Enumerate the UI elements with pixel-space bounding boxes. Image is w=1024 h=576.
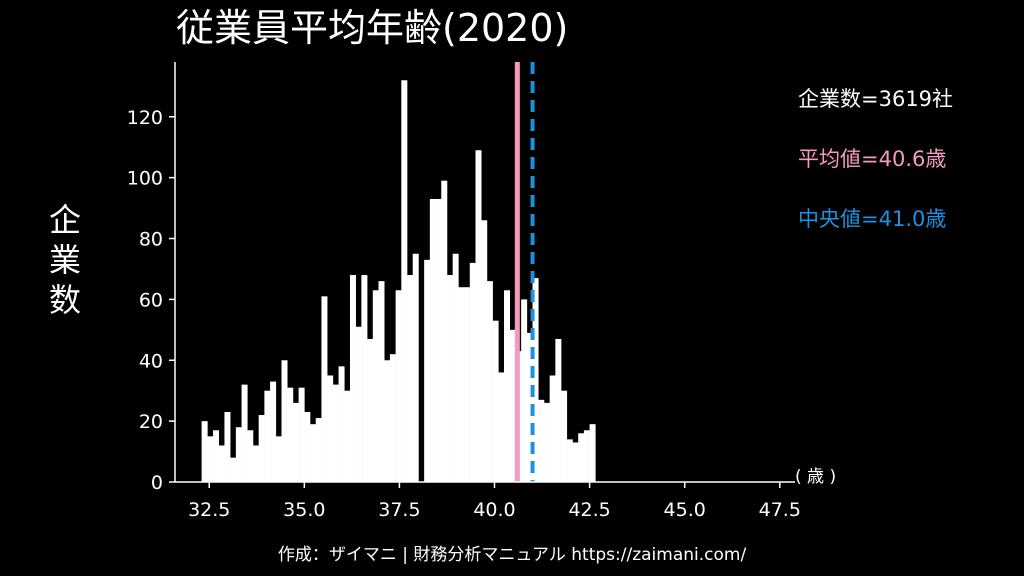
chart-title: 従業員平均年齢(2020) — [176, 6, 569, 50]
y-axis-label: 企業数 — [40, 200, 90, 320]
y-tick-label: 40 — [139, 350, 163, 372]
histogram-bar — [344, 390, 351, 482]
histogram-bar — [332, 384, 339, 482]
histogram-bar — [481, 220, 488, 482]
x-tick-label: 42.5 — [568, 499, 610, 521]
histogram-bar — [452, 253, 459, 482]
y-tick-label: 20 — [139, 411, 163, 433]
histogram-bar — [304, 412, 311, 482]
histogram-bar — [424, 259, 431, 482]
histogram-bar — [469, 262, 476, 482]
histogram-bar — [429, 198, 436, 482]
histogram-bar — [589, 424, 596, 482]
histogram-bar — [407, 275, 414, 482]
histogram-bar — [230, 457, 237, 482]
x-tick-label: 40.0 — [473, 499, 515, 521]
histogram-bar — [270, 381, 277, 482]
histogram-bar — [327, 375, 334, 482]
y-tick-label: 80 — [139, 229, 163, 251]
mean-annotation: 平均値=40.6歳 — [798, 147, 947, 171]
histogram-bar — [235, 427, 242, 482]
histogram-bar — [275, 436, 282, 482]
histogram-bar — [247, 430, 254, 482]
histogram-bar — [458, 287, 465, 482]
histogram-bar — [578, 433, 585, 482]
histogram-bar — [572, 442, 579, 482]
histogram-bar — [218, 445, 225, 482]
median-annotation: 中央値=41.0歳 — [798, 207, 947, 231]
x-tick-label: 37.5 — [378, 499, 420, 521]
histogram-bar — [401, 80, 408, 483]
y-tick-label: 120 — [127, 107, 163, 129]
histogram-bar — [213, 430, 220, 482]
histogram-bar — [395, 290, 402, 482]
histogram-bar — [298, 387, 305, 482]
histogram-bar — [361, 275, 368, 482]
histogram-bar — [258, 415, 265, 482]
histogram-bar — [367, 338, 374, 482]
histogram-bar — [349, 275, 356, 482]
y-axis-label-char: 業 — [48, 241, 81, 279]
y-axis-label-char: 企 — [48, 201, 81, 239]
histogram-bar — [310, 424, 317, 482]
histogram-bar — [315, 418, 322, 482]
histogram-bar — [549, 375, 556, 482]
reference-lines — [514, 62, 535, 482]
histogram-bar — [338, 366, 345, 482]
x-tick-label: 47.5 — [759, 499, 801, 521]
company-count-annotation: 企業数=3619社 — [798, 87, 954, 111]
histogram-bar — [561, 390, 568, 482]
histogram-bar — [446, 275, 453, 482]
x-tick-label: 35.0 — [283, 499, 325, 521]
y-tick-label: 60 — [139, 289, 163, 311]
histogram-bar — [264, 390, 271, 482]
histogram-bar — [543, 402, 550, 482]
histogram-bar — [281, 360, 288, 482]
histogram-bar — [372, 290, 379, 482]
histogram-bar — [252, 445, 259, 482]
histogram-bar — [355, 326, 362, 482]
histogram-bar — [583, 430, 590, 482]
histogram-bar — [504, 290, 511, 482]
x-tick-label: 45.0 — [664, 499, 706, 521]
x-axis-unit-label: ( 歳 ) — [795, 467, 837, 487]
histogram-bar — [241, 384, 248, 482]
histogram-bar — [509, 329, 516, 482]
histogram-bar — [464, 287, 471, 482]
x-tick-label: 32.5 — [188, 499, 230, 521]
histogram-bar — [378, 281, 385, 482]
histogram-bar — [412, 253, 419, 482]
histogram-bars — [201, 80, 596, 483]
y-tick-label: 0 — [151, 472, 163, 494]
histogram-bar — [538, 399, 545, 482]
histogram-bar — [435, 198, 442, 482]
y-tick-label: 100 — [127, 168, 163, 190]
histogram-bar — [521, 299, 528, 482]
histogram-bar — [287, 387, 294, 482]
histogram-bar — [224, 412, 231, 482]
histogram-bar — [532, 278, 539, 482]
histogram-bar — [321, 296, 328, 482]
histogram-bar — [201, 421, 208, 482]
histogram-bar — [389, 354, 396, 482]
histogram-bar — [207, 436, 214, 482]
histogram-bar — [475, 150, 482, 482]
y-axis-label-char: 数 — [48, 281, 81, 319]
histogram-bar — [384, 360, 391, 482]
histogram-bar — [441, 180, 448, 482]
histogram-bar — [492, 320, 499, 482]
footer-credit: 作成：ザイマニ | 財務分析マニュアル https://zaimani.com/ — [277, 545, 747, 565]
histogram-bar — [292, 402, 299, 482]
histogram-bar — [486, 281, 493, 482]
axes: 0 20 40 60 80 100 120 32.5 35.0 37.5 40.0 42.5 45.0 4… — [127, 62, 801, 521]
histogram-bar — [498, 372, 505, 482]
histogram-bar — [526, 332, 533, 482]
histogram-bar — [566, 439, 573, 482]
histogram-bar — [555, 338, 562, 482]
